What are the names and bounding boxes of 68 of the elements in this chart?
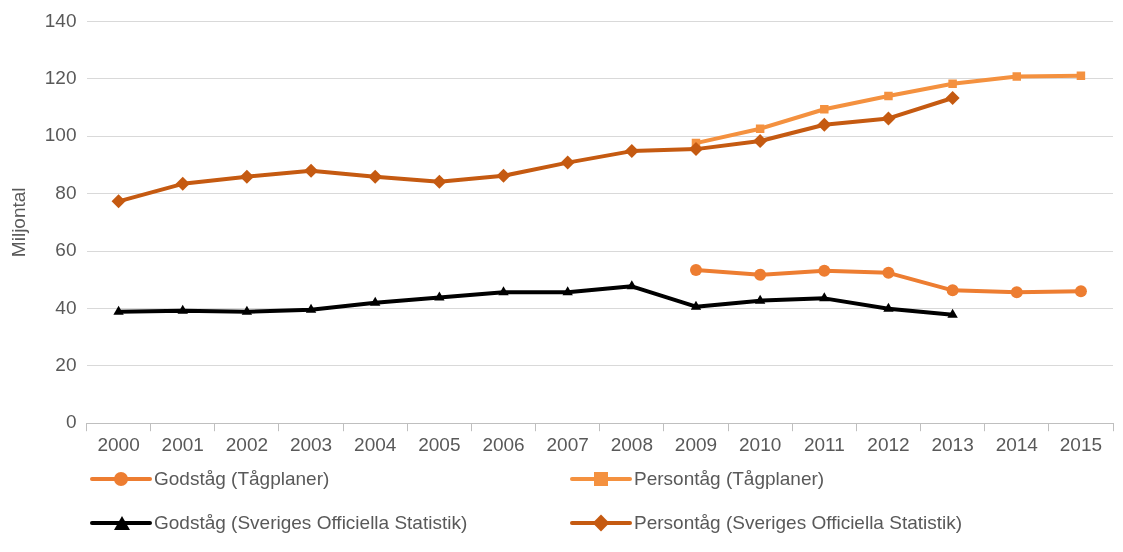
point [688,142,703,157]
point [111,194,126,209]
point [626,280,638,290]
y-tick-label: 20 [55,354,77,376]
x-tick-label: 2000 [97,433,140,455]
y-tick-label: 100 [44,124,77,146]
x-tick-label: 2012 [867,433,910,455]
x-tick-label: 2014 [995,433,1039,455]
x-tick-label: 2013 [931,433,974,455]
y-tick-label: 0 [65,411,77,433]
point [1076,71,1086,80]
y-tick-label: 120 [44,67,77,89]
point [884,91,893,101]
point [883,302,894,312]
y-tick-label: 140 [44,9,77,31]
point [560,155,575,170]
point [370,296,381,306]
point [177,304,188,314]
point [175,176,190,191]
x-tick-label: 2006 [482,433,525,455]
x-tick-label: 2007 [546,433,589,455]
point [819,292,830,302]
point [432,174,447,189]
point [946,284,959,297]
x-tick-label: 2010 [739,433,782,455]
point [624,144,639,159]
x-tick-label: 2009 [674,433,718,455]
x-tick-label: 2001 [161,433,204,455]
point [498,286,509,296]
y-tick-label: 60 [55,239,77,261]
point [881,111,896,126]
point [113,305,124,315]
point [1010,286,1023,299]
point [945,91,960,106]
legend-label: Persontåg (Tågplaner) [634,468,825,490]
y-tick-label: 40 [55,296,77,318]
x-tick-label: 2003 [289,433,333,455]
point [753,134,768,149]
y-tick-label: 80 [55,181,77,203]
point [496,168,511,183]
point [241,305,253,315]
x-tick-label: 2004 [354,433,397,455]
point [947,308,958,318]
point [820,104,829,114]
point [755,124,765,133]
point [948,79,957,88]
x-tick-label: 2005 [418,433,461,455]
point [817,117,832,132]
x-tick-label: 2011 [803,433,845,455]
legend-label: Persontåg (Sveriges Officiella Statistik) [634,512,963,534]
point [1012,72,1022,81]
point [690,300,702,310]
x-tick-label: 2008 [610,433,653,455]
point [818,264,831,277]
y-axis-title: Miljontal [7,187,29,258]
legend-label: Godståg (Sveriges Officiella Statistik) [154,512,468,534]
legend-label: Godståg (Tågplaner) [154,468,330,490]
x-tick-label: 2015 [1059,433,1103,455]
point [882,266,895,279]
point [239,169,254,184]
point [754,294,766,304]
point [304,163,319,178]
point [754,268,767,281]
x-tick-label: 2002 [225,433,269,455]
point [305,303,317,313]
point [368,169,383,184]
point [689,263,702,276]
point [1074,285,1087,298]
